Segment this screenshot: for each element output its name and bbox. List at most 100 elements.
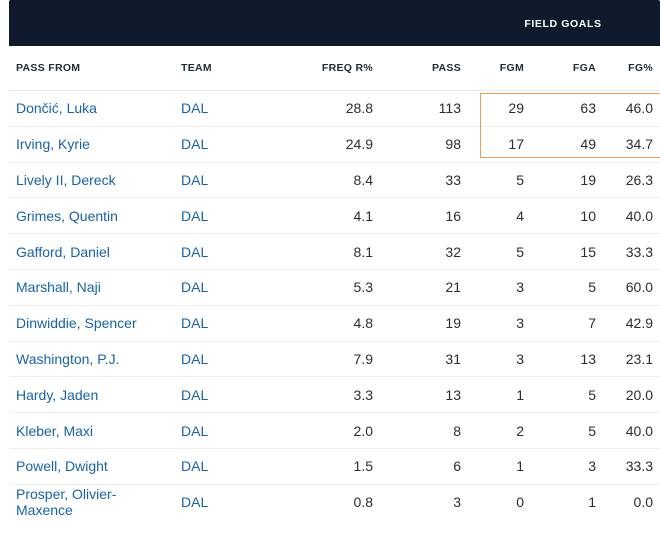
player-name-link[interactable]: Prosper, Olivier-Maxence [16,486,117,519]
team-link[interactable]: DAL [174,90,274,127]
fgm-cell: 5 [468,233,531,270]
fgm-cell: 5 [468,162,531,199]
fg-pct-cell: 40.0 [603,412,660,449]
freq-cell: 28.8 [274,90,380,127]
fg-pct-cell: 0.0 [633,494,653,511]
fga-cell: 63 [531,90,603,127]
team-link[interactable]: DAL [174,269,274,306]
fga-cell: 15 [531,233,603,270]
fg-pct-cell: 33.3 [603,233,660,270]
fga-cell: 5 [531,269,603,306]
fgm-cell: 3 [468,305,531,342]
pass-cell: 13 [380,376,468,414]
freq-cell: 0.8 [353,494,373,511]
freq-cell: 8.1 [274,233,380,270]
fgm-cell: 3 [468,269,531,306]
passing-table: PASS FROM TEAM FREQ R% PASS FGM FGA FG% … [9,46,660,520]
fg-pct-cell: 42.9 [603,305,660,342]
pass-cell: 33 [380,162,468,199]
team-link[interactable]: DAL [174,305,274,342]
table-row: Powell, Dwight DAL 1.5 6 1 3 33.3 [9,448,660,485]
team-link[interactable]: DAL [174,197,274,235]
player-name-link[interactable]: Dinwiddie, Spencer [9,305,174,342]
team-link[interactable]: DAL [174,448,274,485]
pass-cell: 32 [380,233,468,270]
table-row: Lively II, Dereck DAL 8.4 33 5 19 26.3 [9,162,660,199]
column-header-pass[interactable]: PASS [380,46,468,91]
fga-cell: 1 [588,494,596,511]
fg-pct-cell: 60.0 [603,269,660,306]
fga-cell: 10 [531,197,603,235]
fgm-cell: 4 [468,197,531,235]
team-link[interactable]: DAL [174,376,274,414]
team-link[interactable]: DAL [181,494,209,511]
fga-cell: 13 [531,341,603,378]
player-name-link[interactable]: Dončić, Luka [9,90,174,127]
freq-cell: 1.5 [274,448,380,485]
passing-stats-panel: FIELD GOALS PASS FROM TEAM FREQ R% PASS … [9,0,660,520]
table-row: Gafford, Daniel DAL 8.1 32 5 15 33.3 [9,233,660,270]
player-name-link[interactable]: Washington, P.J. [9,341,174,378]
fga-cell: 5 [531,412,603,449]
column-header-fga[interactable]: FGA [531,46,603,91]
fg-pct-cell: 20.0 [603,376,660,414]
table-body: Dončić, Luka DAL 28.8 113 29 63 46.0 Irving, Ky… [9,90,660,520]
fg-pct-cell: 46.0 [603,90,660,127]
player-name-link[interactable]: Grimes, Quentin [9,197,174,235]
fgm-cell: 3 [468,341,531,378]
pass-cell: 6 [380,448,468,485]
freq-cell: 4.8 [274,305,380,342]
column-header-team[interactable]: TEAM [174,46,274,91]
team-link[interactable]: DAL [174,412,274,449]
table-row: Hardy, Jaden DAL 3.3 13 1 5 20.0 [9,376,660,414]
player-name-link[interactable]: Gafford, Daniel [9,233,174,270]
pass-cell: 31 [380,341,468,378]
pass-cell: 19 [380,305,468,342]
fg-pct-cell: 33.3 [603,448,660,485]
column-header-fg-pct[interactable]: FG% [603,46,660,91]
freq-cell: 4.1 [274,197,380,235]
player-name-link[interactable]: Irving, Kyrie [9,126,174,163]
freq-cell: 3.3 [274,376,380,414]
fgm-cell: 2 [468,412,531,449]
fgm-cell: 17 [468,126,531,163]
team-link[interactable]: DAL [174,233,274,270]
team-link[interactable]: DAL [174,126,274,163]
table-row: Kleber, Maxi DAL 2.0 8 2 5 40.0 [9,412,660,449]
freq-cell: 5.3 [274,269,380,306]
fgm-cell: 0 [516,494,524,511]
freq-cell: 7.9 [274,341,380,378]
pass-cell: 98 [380,126,468,163]
column-header-pass-from[interactable]: PASS FROM [9,46,174,91]
column-header-fgm[interactable]: FGM [468,46,531,91]
table-header-row: PASS FROM TEAM FREQ R% PASS FGM FGA FG% [9,46,660,91]
column-header-freq[interactable]: FREQ R% [274,46,380,91]
table-row: Dončić, Luka DAL 28.8 113 29 63 46.0 [9,90,660,127]
team-link[interactable]: DAL [174,341,274,378]
fga-cell: 49 [531,126,603,163]
fg-pct-cell: 23.1 [603,341,660,378]
fga-cell: 7 [531,305,603,342]
fga-cell: 5 [531,376,603,414]
fgm-cell: 1 [468,448,531,485]
pass-cell: 113 [380,90,468,127]
player-name-link[interactable]: Marshall, Naji [9,269,174,306]
table-row: Prosper, Olivier-Maxence DAL 0.8 3 0 1 0.0 [9,484,660,519]
team-link[interactable]: DAL [174,162,274,199]
fgm-cell: 29 [468,90,531,127]
player-name-link[interactable]: Hardy, Jaden [9,376,174,414]
table-row: Grimes, Quentin DAL 4.1 16 4 10 40.0 [9,197,660,235]
table-row: Marshall, Naji DAL 5.3 21 3 5 60.0 [9,269,660,306]
freq-cell: 2.0 [274,412,380,449]
freq-cell: 8.4 [274,162,380,199]
pass-cell: 8 [380,412,468,449]
freq-cell: 24.9 [274,126,380,163]
fga-cell: 3 [531,448,603,485]
table-row: Washington, P.J. DAL 7.9 31 3 13 23.1 [9,341,660,378]
player-name-link[interactable]: Kleber, Maxi [9,412,174,449]
pass-cell: 3 [453,494,461,511]
player-name-link[interactable]: Lively II, Dereck [9,162,174,199]
pass-cell: 16 [380,197,468,235]
player-name-link[interactable]: Powell, Dwight [9,448,174,485]
table-row: Irving, Kyrie DAL 24.9 98 17 49 34.7 [9,126,660,163]
